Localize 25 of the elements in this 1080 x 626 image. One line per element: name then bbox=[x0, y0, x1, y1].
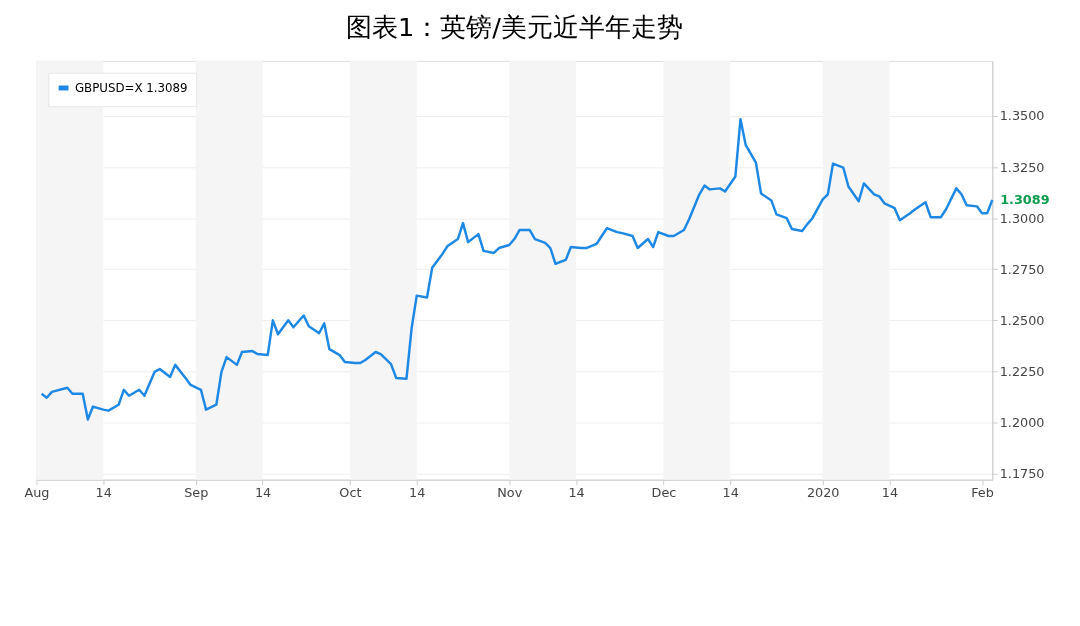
chart-title: 图表1：英镑/美元近半年走势 bbox=[345, 12, 683, 43]
x-tick-label: 14 bbox=[881, 484, 899, 500]
x-tick-label: 14 bbox=[722, 484, 739, 500]
x-tick-label: Feb bbox=[971, 484, 994, 500]
x-tick-label: 14 bbox=[254, 484, 272, 500]
y-tick-label: 1.3250 bbox=[999, 159, 1045, 175]
y-tick-label: 1.3000 bbox=[999, 210, 1045, 226]
y-tick-label: 1.3500 bbox=[999, 108, 1045, 124]
legend-label: GBPUSD=X 1.3089 bbox=[74, 80, 188, 95]
line-series bbox=[40, 117, 994, 421]
x-tick-label: Oct bbox=[339, 484, 362, 500]
x-tick-label: Nov bbox=[497, 484, 523, 500]
x-tick-label: Sep bbox=[184, 484, 209, 500]
y-tick-label: 1.1750 bbox=[999, 466, 1045, 481]
y-tick-label: 1.2250 bbox=[999, 363, 1045, 379]
x-tick-label: Dec bbox=[651, 484, 677, 500]
x-tick-label: 14 bbox=[409, 484, 426, 500]
y-tick-label: 1.2500 bbox=[999, 312, 1045, 328]
x-tick-label: 14 bbox=[568, 484, 585, 500]
y-tick-label: 1.2000 bbox=[999, 414, 1045, 430]
annotation: 1.3089 bbox=[1000, 191, 1050, 207]
x-tick-label: 2020 bbox=[806, 484, 840, 500]
x-tick-label: Aug bbox=[24, 484, 50, 500]
y-tick-label: 1.2750 bbox=[999, 261, 1045, 277]
x-tick-label: 14 bbox=[95, 484, 112, 500]
